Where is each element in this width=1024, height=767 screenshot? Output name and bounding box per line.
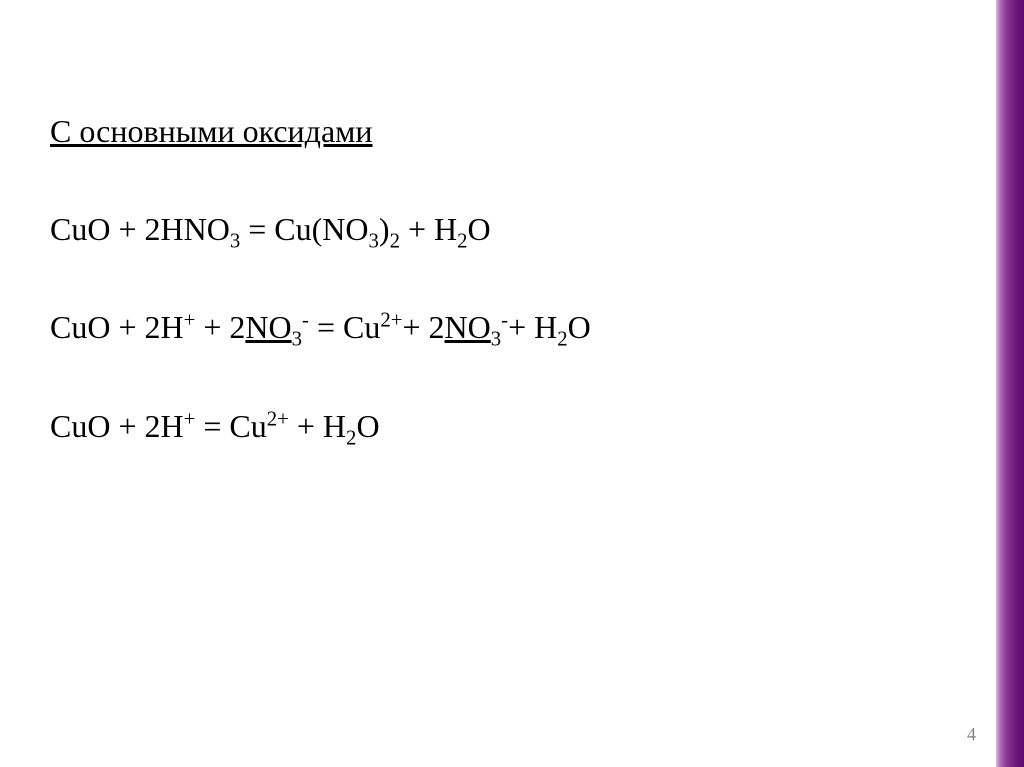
eq1-part: CuO + 2HNO [50,211,230,247]
eq2-sub: 3 [491,328,501,351]
decorative-right-bar [996,0,1024,767]
eq2-part: CuO + 2H [50,309,184,345]
eq3-sub: 2 [346,426,356,449]
eq2-sup: + [184,309,196,332]
eq2-sub: 3 [292,328,302,351]
eq3-part: = Cu [195,408,266,444]
eq3-sup: + [184,407,196,430]
equation-3: CuO + 2H+ = Cu2+ + H2O [50,405,964,448]
eq1-sub: 3 [369,230,379,253]
slide: С основными оксидами CuO + 2HNO3 = Cu(NO… [0,0,1024,767]
eq3-part: + H [289,408,346,444]
eq2-underline: NO [445,309,491,345]
eq3-part: CuO + 2H [50,408,184,444]
eq2-part: + 2 [402,309,444,345]
eq2-sup: 2+ [380,309,402,332]
page-number: 4 [967,724,976,745]
eq3-part: O [356,408,379,444]
equation-2: CuO + 2H+ + 2NO3- = Cu2++ 2NO3-+ H2O [50,306,964,349]
slide-content: С основными оксидами CuO + 2HNO3 = Cu(NO… [50,110,964,448]
eq1-sub: 2 [390,230,400,253]
eq1-sub: 2 [457,230,467,253]
equation-1: CuO + 2HNO3 = Cu(NO3)2 + H2O [50,208,964,251]
eq1-part: ) [379,211,390,247]
eq1-part: O [468,211,491,247]
eq2-underline: NO [245,309,291,345]
eq2-part: + 2 [195,309,245,345]
eq1-part: + H [400,211,457,247]
section-heading: С основными оксидами [50,110,964,153]
eq2-sub: 2 [557,328,567,351]
eq1-part: = Cu(NO [240,211,368,247]
eq1-sub: 3 [230,230,240,253]
eq2-part: + H [508,309,557,345]
eq2-part: O [568,309,591,345]
eq2-part: = Cu [309,309,380,345]
eq3-sup: 2+ [267,407,289,430]
eq2-sup: - [302,309,309,332]
